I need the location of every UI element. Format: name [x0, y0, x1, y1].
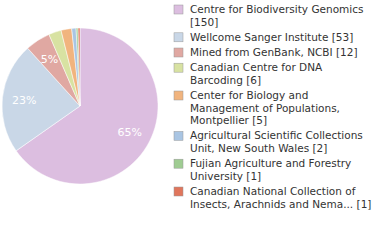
- legend-label: Center for Biology andManagement of Popu…: [190, 89, 340, 126]
- pie-slice: [72, 28, 80, 106]
- legend-swatch: [174, 187, 183, 196]
- legend-swatch: [174, 5, 183, 14]
- chart: 65% 23% 5% Centre for Biodiversity Genomics…: [0, 0, 380, 240]
- legend-swatch: [174, 48, 183, 57]
- legend: Centre for Biodiversity Genomics[150] Wel…: [174, 3, 371, 210]
- legend-label: Agricultural Scientific CollectionsUnit,…: [190, 129, 363, 154]
- data-label: 5%: [41, 53, 58, 66]
- legend-label: Mined from GenBank, NCBI [12]: [190, 46, 358, 58]
- data-labels: 65% 23% 5%: [12, 53, 142, 139]
- legend-label: Fujian Agriculture and ForestryUniversit…: [190, 157, 351, 182]
- data-label: 23%: [12, 94, 36, 107]
- legend-label: Wellcome Sanger Institute [53]: [190, 31, 353, 43]
- legend-swatch: [174, 91, 183, 100]
- legend-label: Canadian Centre for DNABarcoding [6]: [190, 61, 323, 86]
- data-label: 65%: [118, 126, 142, 139]
- pie-slice: [78, 28, 80, 106]
- legend-swatch: [174, 159, 183, 168]
- pie-slice: [61, 28, 80, 106]
- legend-label: Canadian National Collection ofInsects, …: [190, 185, 371, 210]
- pie-slice: [76, 28, 80, 106]
- legend-swatch: [174, 63, 183, 72]
- legend-swatch: [174, 131, 183, 140]
- pie: [2, 28, 158, 184]
- legend-label: Centre for Biodiversity Genomics[150]: [190, 3, 363, 28]
- legend-swatch: [174, 33, 183, 42]
